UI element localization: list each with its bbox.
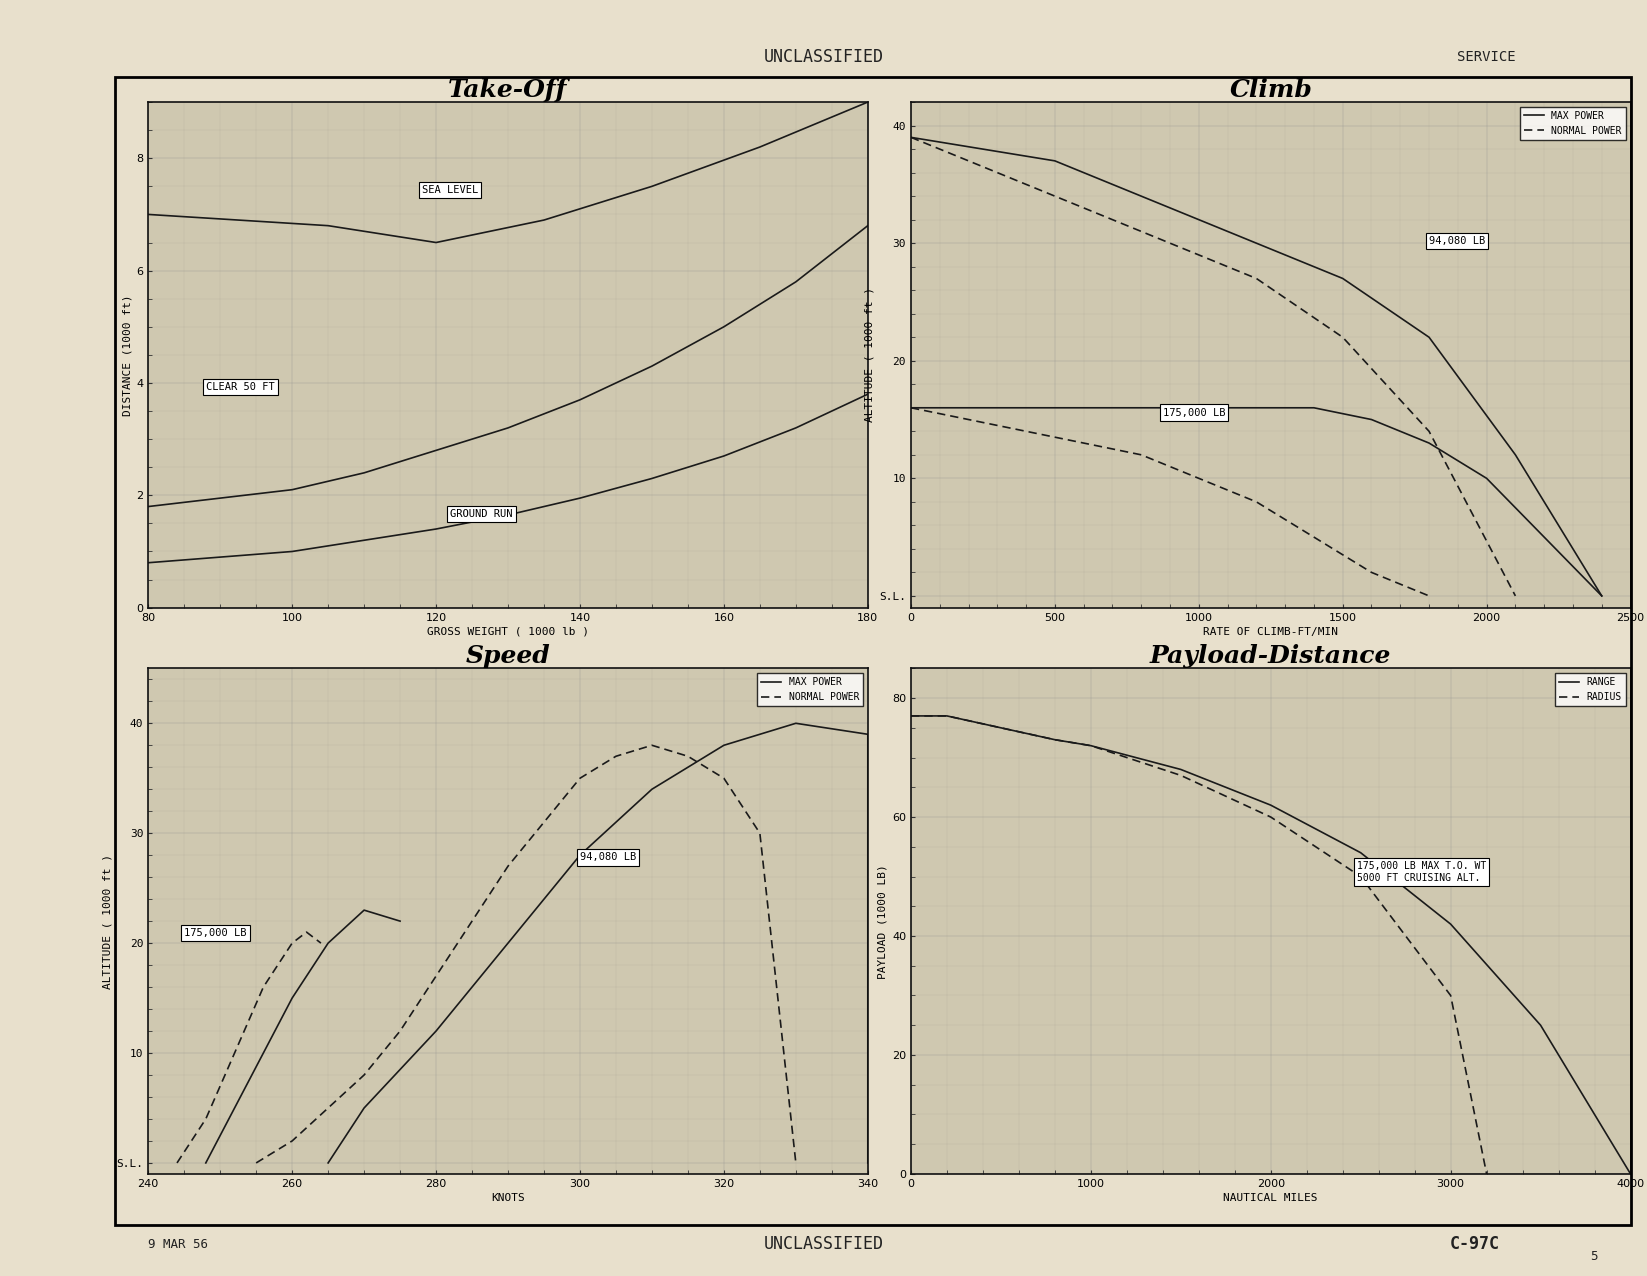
- Y-axis label: ALTITUDE ( 1000 ft ): ALTITUDE ( 1000 ft ): [865, 287, 875, 422]
- Y-axis label: ALTITUDE ( 1000 ft ): ALTITUDE ( 1000 ft ): [102, 854, 112, 989]
- Text: 175,000 LB: 175,000 LB: [1163, 407, 1225, 417]
- Legend: MAX POWER, NORMAL POWER: MAX POWER, NORMAL POWER: [758, 674, 863, 706]
- X-axis label: RATE OF CLIMB-FT/MIN: RATE OF CLIMB-FT/MIN: [1204, 627, 1339, 637]
- Legend: RANGE, RADIUS: RANGE, RADIUS: [1555, 674, 1626, 706]
- Text: SEA LEVEL: SEA LEVEL: [422, 185, 478, 195]
- Y-axis label: DISTANCE (1000 ft): DISTANCE (1000 ft): [122, 295, 132, 416]
- Text: 175,000 LB: 175,000 LB: [184, 929, 247, 938]
- Title: Payload-Distance: Payload-Distance: [1150, 644, 1392, 667]
- Title: Take-Off: Take-Off: [448, 78, 568, 102]
- X-axis label: KNOTS: KNOTS: [491, 1193, 525, 1203]
- Text: C-97C: C-97C: [1449, 1235, 1499, 1253]
- X-axis label: NAUTICAL MILES: NAUTICAL MILES: [1224, 1193, 1318, 1203]
- Text: 9 MAR 56: 9 MAR 56: [148, 1238, 208, 1250]
- Text: UNCLASSIFIED: UNCLASSIFIED: [764, 1235, 883, 1253]
- Text: CLEAR 50 FT: CLEAR 50 FT: [206, 383, 275, 392]
- Text: 94,080 LB: 94,080 LB: [580, 852, 636, 863]
- Title: Climb: Climb: [1229, 78, 1313, 102]
- Y-axis label: PAYLOAD (1000 LB): PAYLOAD (1000 LB): [878, 864, 888, 979]
- Text: 5: 5: [1589, 1250, 1598, 1263]
- Title: Speed: Speed: [466, 644, 550, 667]
- Text: UNCLASSIFIED: UNCLASSIFIED: [764, 48, 883, 66]
- Legend: MAX POWER, NORMAL POWER: MAX POWER, NORMAL POWER: [1520, 107, 1626, 139]
- Text: 94,080 LB: 94,080 LB: [1430, 236, 1486, 246]
- Text: GROUND RUN: GROUND RUN: [450, 509, 512, 518]
- X-axis label: GROSS WEIGHT ( 1000 lb ): GROSS WEIGHT ( 1000 lb ): [427, 627, 590, 637]
- Text: 175,000 LB MAX T.O. WT
5000 FT CRUISING ALT.: 175,000 LB MAX T.O. WT 5000 FT CRUISING …: [1357, 861, 1486, 883]
- Text: SERVICE: SERVICE: [1456, 51, 1515, 64]
